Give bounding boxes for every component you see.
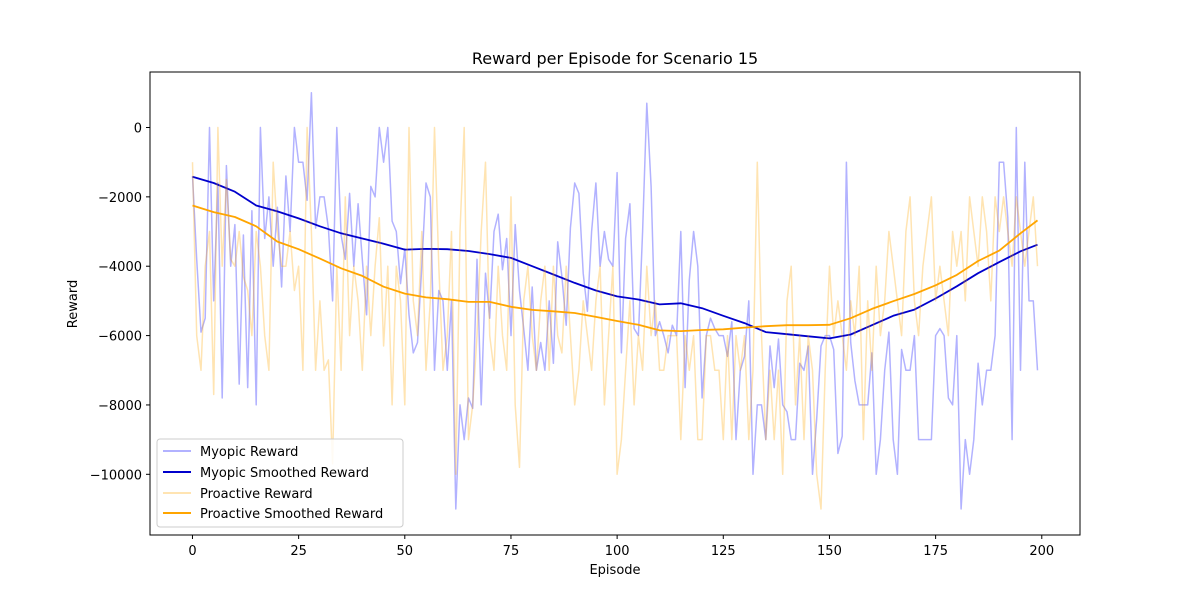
x-tick-label: 175 (923, 544, 948, 559)
series-line-proactive-smoothed-reward (192, 204, 1039, 333)
series-line-myopic-reward (191, 92, 1039, 510)
y-tick-label: 0 (134, 121, 142, 136)
x-tick-label: 150 (817, 544, 842, 559)
series-line-proactive-reward (191, 126, 1039, 510)
x-axis-label: Episode (589, 563, 640, 578)
x-tick-label: 100 (605, 544, 630, 559)
legend: Myopic Reward Myopic Smoothed Reward Pro… (156, 438, 404, 528)
x-tick-label: 200 (1029, 544, 1054, 559)
axes-frame (149, 71, 1081, 536)
legend-label-proactive-reward: Proactive Reward (200, 487, 313, 502)
x-tick-label: 25 (290, 544, 307, 559)
y-tick-label: −4000 (98, 260, 142, 275)
legend-label-myopic-smoothed: Myopic Smoothed Reward (200, 466, 369, 481)
legend-label-myopic-reward: Myopic Reward (200, 445, 298, 460)
chart-title: Reward per Episode for Scenario 15 (472, 49, 758, 68)
plot-area (191, 92, 1039, 510)
axes: 0 25 50 75 100 125 150 175 200 0 −2000 −4000 −6000 −8… (90, 71, 1081, 559)
x-tick-label: 75 (503, 544, 520, 559)
y-tick-label: −8000 (98, 399, 142, 414)
x-tick-label: 50 (397, 544, 414, 559)
legend-box (156, 438, 404, 528)
x-tick-label: 0 (188, 544, 196, 559)
y-tick-label: −2000 (98, 191, 142, 206)
y-tick-label: −6000 (98, 330, 142, 345)
y-tick-label: −10000 (90, 468, 142, 483)
legend-label-proactive-smoothed: Proactive Smoothed Reward (200, 507, 383, 522)
y-axis-label: Reward (66, 280, 81, 328)
series-line-myopic-smoothed-reward (192, 175, 1038, 340)
x-tick-label: 125 (711, 544, 736, 559)
